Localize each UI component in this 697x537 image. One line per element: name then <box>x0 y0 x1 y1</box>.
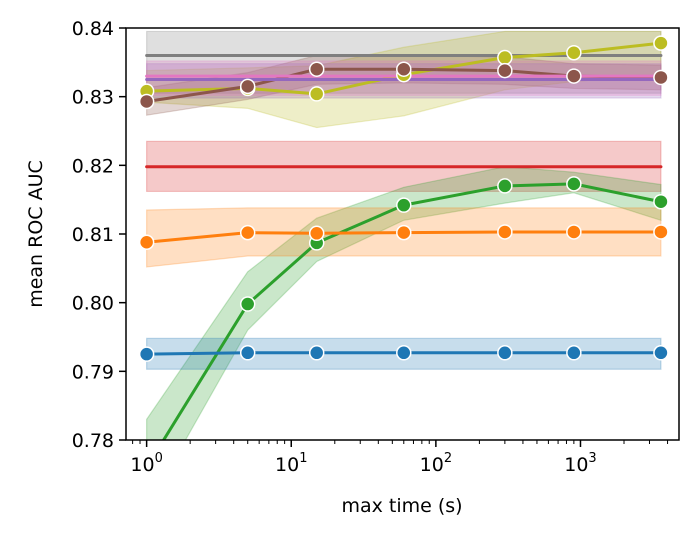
point-brown-5 <box>566 68 582 84</box>
point-orange-2 <box>308 225 325 242</box>
point-brown-1 <box>239 78 256 95</box>
point-blue-5 <box>566 345 582 361</box>
point-green-3 <box>396 197 412 213</box>
point-orange-4 <box>497 224 513 240</box>
point-blue-1 <box>239 345 256 361</box>
x-tick-label: 103 <box>564 451 596 476</box>
point-brown-4 <box>497 62 513 79</box>
y-tick-label: 0.84 <box>72 18 114 40</box>
point-olive-6 <box>653 35 669 51</box>
point-olive-2 <box>308 86 325 102</box>
y-axis-label: mean ROC AUC <box>25 160 47 308</box>
point-olive-5 <box>566 44 582 61</box>
x-axis-label: max time (s) <box>341 495 462 517</box>
point-brown-2 <box>308 61 325 77</box>
point-green-6 <box>653 193 669 210</box>
point-orange-5 <box>566 224 582 240</box>
y-tick-label: 0.83 <box>72 87 114 109</box>
point-green-5 <box>566 176 582 192</box>
point-brown-6 <box>653 69 669 86</box>
point-orange-0 <box>138 234 155 250</box>
point-blue-2 <box>308 345 325 361</box>
y-tick-label: 0.80 <box>72 293 114 315</box>
point-olive-4 <box>497 49 513 66</box>
point-green-1 <box>239 296 256 312</box>
confidence-bands <box>146 30 662 440</box>
y-tick-label: 0.82 <box>72 155 114 177</box>
x-tick-label: 101 <box>275 451 307 476</box>
x-tick-label: 100 <box>130 451 162 476</box>
point-blue-3 <box>396 345 412 361</box>
point-orange-6 <box>653 224 669 240</box>
point-green-4 <box>497 178 513 194</box>
point-brown-0 <box>138 93 155 110</box>
y-tick-label: 0.79 <box>72 361 114 383</box>
axes: 0.78 0.79 0.80 0.81 0.82 0.83 0.84 100 101 102 103 <box>72 18 680 476</box>
x-tick-label: 102 <box>420 451 452 476</box>
y-tick-label: 0.78 <box>72 430 114 452</box>
point-orange-3 <box>396 224 412 241</box>
point-brown-3 <box>396 61 412 77</box>
point-blue-6 <box>653 345 669 361</box>
point-orange-1 <box>239 224 256 241</box>
point-blue-4 <box>497 345 513 361</box>
point-blue-0 <box>138 346 155 362</box>
series-markers <box>138 35 669 362</box>
y-tick-label: 0.81 <box>72 224 114 246</box>
